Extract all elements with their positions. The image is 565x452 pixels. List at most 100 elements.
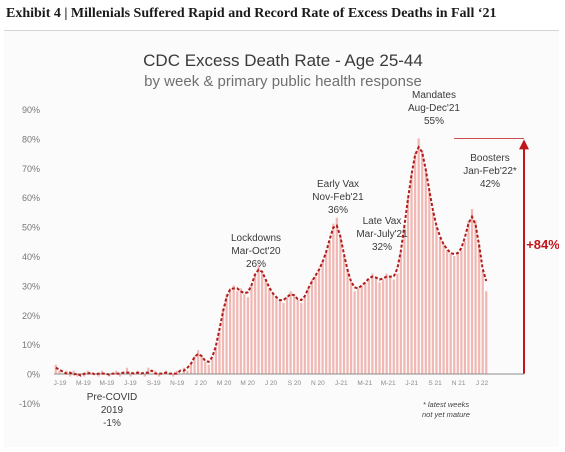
x-tick-label: M-19 (99, 380, 114, 387)
weekly-bar (278, 300, 282, 374)
chart-title: CDC Excess Death Rate - Age 25-44 (143, 51, 423, 70)
weekly-bar (374, 276, 378, 374)
annotation-line: 36% (328, 205, 348, 216)
weekly-bar (442, 244, 445, 374)
footnote-line: * latest weeks (423, 400, 470, 409)
weekly-bar (72, 370, 75, 374)
weekly-bar (389, 276, 392, 374)
weekly-bar (275, 297, 278, 374)
y-tick-label: 10% (22, 340, 40, 350)
weekly-bar (371, 273, 374, 374)
exhibit-title: Exhibit 4 | Millenials Suffered Rapid an… (6, 6, 497, 21)
x-tick-label: M 20 (217, 380, 232, 387)
annotation-line: -1% (103, 418, 121, 429)
x-tick-label: J-19 (124, 380, 137, 387)
weekly-bar (125, 367, 129, 374)
weekly-bar (250, 285, 253, 374)
weekly-bar (346, 270, 349, 374)
weekly-bar (403, 226, 406, 374)
weekly-bar (303, 297, 306, 374)
x-tick-label: J-21 (405, 380, 418, 387)
weekly-bar (271, 294, 274, 374)
footnote: * latest weeks not yet mature (422, 400, 470, 419)
weekly-bar (446, 250, 449, 374)
y-tick-label: 70% (22, 164, 40, 174)
x-tick-label: J 20 (195, 380, 208, 387)
x-tick-label: N 20 (311, 380, 325, 387)
weekly-bar (332, 223, 335, 374)
weekly-bar (481, 270, 484, 374)
x-tick-label: M-19 (76, 380, 91, 387)
weekly-bar (129, 373, 132, 377)
weekly-bar (83, 373, 86, 377)
weekly-bar (76, 373, 79, 377)
weekly-bar (421, 150, 424, 374)
excess-death-chart: CDC Excess Death Rate - Age 25-44 by wee… (19, 51, 560, 429)
x-tick-label: J 22 (476, 380, 489, 387)
weekly-bar (300, 303, 303, 374)
weekly-bar (360, 285, 363, 374)
weekly-bar (175, 370, 178, 374)
phase-annotation: Boosters Jan-Feb'22* 42% (463, 153, 517, 190)
weekly-bar (261, 270, 264, 374)
weekly-bar (310, 279, 314, 374)
weekly-bar (289, 291, 292, 374)
annotation-line: 2019 (101, 405, 124, 416)
x-tick-label: S 20 (288, 380, 302, 387)
annotation-line: Jan-Feb'22* (463, 166, 517, 177)
phase-annotation: Pre-COVID 2019 -1% (87, 392, 138, 429)
y-tick-label: 50% (22, 223, 40, 233)
annotation-line: Mandates (412, 90, 456, 101)
change-arrow-head (519, 139, 529, 150)
weekly-bar (115, 370, 118, 374)
weekly-bar (449, 253, 452, 374)
x-tick-label: M 20 (240, 380, 255, 387)
weekly-bar (253, 273, 257, 374)
x-axis-tick-labels: J-19 M-19 M-19 J-19 S-19 N-19 J 20 M 20 M 20 J 20… (54, 380, 489, 387)
weekly-bar (293, 294, 296, 374)
weekly-bar (296, 300, 299, 374)
weekly-bar (193, 355, 196, 374)
weekly-bar (357, 288, 360, 374)
weekly-bars (54, 138, 488, 377)
weekly-bar (58, 370, 61, 374)
weekly-bar (100, 370, 104, 374)
chart-subtitle: by week & primary public health response (144, 73, 422, 90)
weekly-bar (118, 373, 121, 377)
weekly-bar (478, 244, 481, 374)
x-tick-label: J 20 (265, 380, 278, 387)
annotation-line: Pre-COVID (87, 392, 138, 403)
y-tick-label: 40% (22, 252, 40, 262)
weekly-bar (282, 303, 285, 374)
phase-annotation: Lockdowns Mar-Oct'20 26% (231, 233, 281, 270)
y-tick-label: 20% (22, 311, 40, 321)
weekly-bar (325, 253, 328, 374)
weekly-bar (214, 347, 217, 374)
x-tick-label: M-21 (381, 380, 396, 387)
weekly-bar (474, 220, 477, 374)
weekly-bar (218, 332, 221, 374)
weekly-bar (225, 294, 228, 374)
weekly-bar (211, 358, 214, 374)
weekly-bar (143, 373, 146, 377)
weekly-bar (97, 373, 100, 377)
weekly-bar (485, 291, 488, 374)
trend-series (55, 145, 488, 377)
chart-panel: CDC Excess Death Rate - Age 25-44 by wee… (4, 30, 560, 447)
x-tick-label: S 21 (428, 380, 442, 387)
footnote-line: not yet mature (422, 410, 470, 419)
change-label: +84% (526, 237, 559, 252)
weekly-bar (381, 279, 385, 374)
weekly-bar (349, 282, 353, 374)
weekly-bar (463, 241, 467, 374)
annotation-line: Lockdowns (231, 233, 281, 244)
weekly-bar (232, 285, 235, 374)
x-tick-label: J-19 (54, 380, 67, 387)
weekly-bar (438, 238, 442, 374)
y-tick-label: -10% (19, 399, 40, 409)
weekly-bar (453, 256, 456, 374)
weekly-bar (317, 270, 321, 374)
weekly-bar (456, 253, 459, 374)
trend-line (55, 145, 488, 377)
weekly-bar (417, 138, 420, 374)
